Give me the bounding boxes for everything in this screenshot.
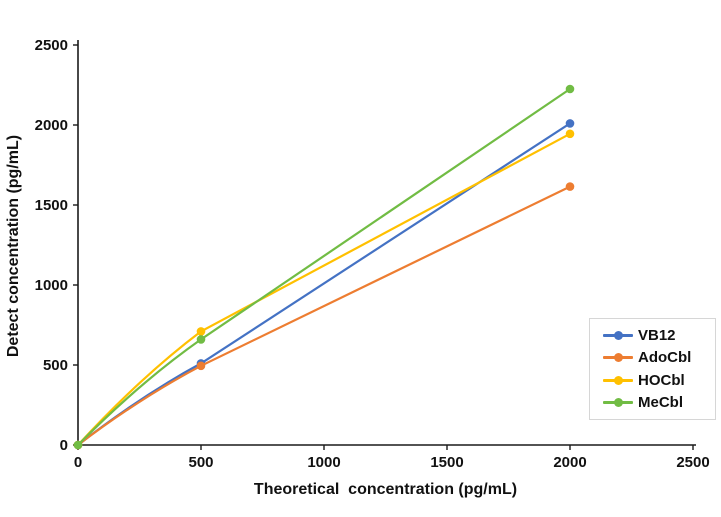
data-point-VB12 — [565, 119, 575, 128]
data-point-MeCbl — [73, 440, 83, 450]
legend-line-marker-icon — [603, 375, 633, 385]
y-tick-label: 1000 — [35, 277, 68, 294]
legend-label: HOCbl — [638, 371, 685, 389]
legend-item-adocbl: AdoCbl — [603, 350, 715, 365]
x-tick-label: 1000 — [307, 454, 340, 471]
y-tick-label: 500 — [43, 357, 68, 374]
y-axis-title: Detect concentration (pg/mL) — [5, 134, 22, 358]
x-tick-label: 0 — [74, 454, 82, 471]
data-point-HOCbl — [196, 327, 206, 336]
legend-line-marker-icon — [603, 353, 633, 363]
x-tick-label: 2000 — [553, 454, 586, 471]
data-point-AdoCbl — [196, 361, 206, 371]
data-point-HOCbl — [565, 129, 575, 139]
x-axis-title: Theoretical concentration (pg/mL) — [253, 481, 518, 498]
series-line-VB12 — [77, 122, 571, 446]
legend-item-mecbl: MeCbl — [603, 395, 715, 410]
legend-box: VB12 AdoCbl HOCbl MeCbl — [589, 318, 716, 420]
legend-item-vb12: VB12 — [603, 328, 715, 343]
series-line-MeCbl — [77, 88, 571, 446]
y-tick-label: 0 — [60, 437, 68, 454]
x-tick-label: 2500 — [676, 454, 709, 471]
legend-label: AdoCbl — [638, 349, 692, 367]
legend-line-marker-icon — [603, 330, 633, 340]
data-point-MeCbl — [196, 335, 206, 344]
x-tick-label: 500 — [188, 454, 213, 471]
y-tick-label: 2500 — [35, 37, 68, 54]
legend-item-hocbl: HOCbl — [603, 373, 715, 388]
y-tick-label: 1500 — [35, 197, 68, 214]
legend-line-marker-icon — [603, 398, 633, 408]
data-point-MeCbl — [565, 84, 575, 94]
y-tick-label: 2000 — [35, 117, 68, 134]
series-line-AdoCbl — [77, 185, 571, 446]
series-line-HOCbl — [77, 132, 571, 446]
x-tick-label: 1500 — [430, 454, 463, 471]
legend-label: VB12 — [638, 326, 676, 344]
legend-label: MeCbl — [638, 394, 683, 412]
data-point-AdoCbl — [565, 182, 575, 191]
